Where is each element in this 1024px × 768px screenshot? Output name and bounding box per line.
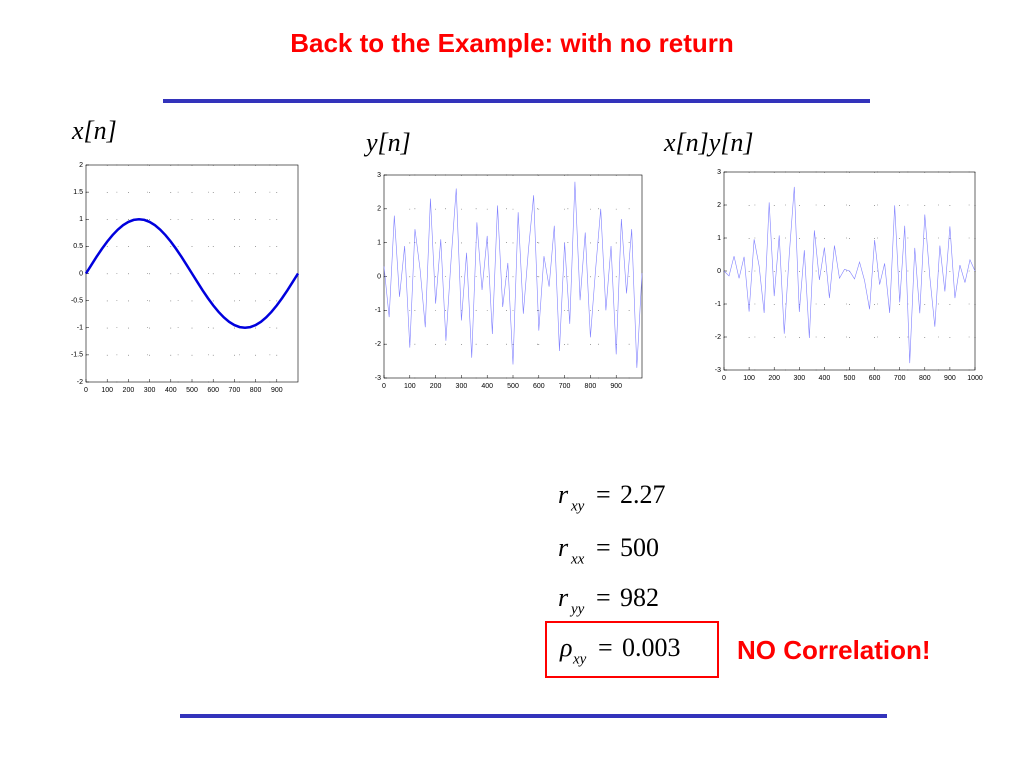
eq-relation: = [596, 480, 611, 509]
y-tick-label: 2 [377, 206, 381, 213]
y-tick-label: -0.5 [71, 297, 83, 304]
y-tick-label: 3 [717, 169, 721, 176]
data-line [84, 217, 300, 330]
x-tick-label: 500 [186, 387, 198, 394]
x-tick-label: 800 [250, 387, 262, 394]
chart-title: x[n] [71, 116, 117, 145]
y-tick-label: -2 [715, 334, 721, 341]
x-tick-label: 200 [123, 387, 135, 394]
y-tick-label: 2 [717, 202, 721, 209]
eq-relation: = [598, 633, 613, 662]
y-tick-label: -1 [715, 301, 721, 308]
x-tick-label: 800 [585, 383, 597, 390]
x-tick-label: 800 [919, 375, 931, 382]
y-tick-label: -2 [375, 341, 381, 348]
x-tick-label: 600 [207, 387, 219, 394]
y-tick-label: 0 [377, 273, 381, 280]
x-tick-label: 900 [944, 375, 956, 382]
x-tick-label: 900 [610, 383, 622, 390]
x-tick-label: 1000 [967, 375, 983, 382]
x-tick-label: 400 [481, 383, 493, 390]
y-tick-label: 0 [79, 270, 83, 277]
chart-title: y[n] [363, 128, 411, 157]
y-tick-label: -1 [375, 307, 381, 314]
x-tick-label: 200 [768, 375, 780, 382]
y-tick-label: 1.5 [73, 189, 83, 196]
x-tick-label: 100 [101, 387, 113, 394]
eq-symbol: r [558, 533, 569, 562]
x-tick-label: 100 [743, 375, 755, 382]
x-tick-label: 0 [84, 387, 88, 394]
eq-symbol: ρ [559, 633, 572, 662]
y-tick-label: -3 [715, 367, 721, 374]
annotation: NO Correlation! [737, 635, 931, 665]
eq-value: 0.003 [622, 633, 681, 662]
x-tick-label: 700 [894, 375, 906, 382]
y-tick-label: -2 [77, 379, 83, 386]
y-tick-label: 2 [79, 162, 83, 169]
eq-subscript: yy [569, 601, 585, 617]
eq-subscript: xy [570, 498, 585, 514]
eq-subscript: xx [570, 551, 585, 567]
x-tick-label: 600 [533, 383, 545, 390]
x-tick-label: 0 [722, 375, 726, 382]
eq-symbol: r [558, 480, 569, 509]
data-line [383, 181, 643, 368]
chart-title: x[n]y[n] [663, 128, 754, 157]
y-tick-label: 0 [717, 268, 721, 275]
x-tick-label: 500 [844, 375, 856, 382]
y-tick-label: -3 [375, 375, 381, 382]
y-tick-label: 1 [717, 235, 721, 242]
highlight-box [545, 621, 719, 678]
y-tick-label: 1 [377, 240, 381, 247]
slide-title: Back to the Example: with no return [290, 28, 734, 58]
y-tick-label: -1 [77, 325, 83, 332]
x-tick-label: 500 [507, 383, 519, 390]
x-tick-label: 300 [144, 387, 156, 394]
y-tick-label: -1.5 [71, 352, 83, 359]
x-tick-label: 600 [869, 375, 881, 382]
eq-value: 982 [620, 583, 659, 612]
x-tick-label: 300 [456, 383, 468, 390]
x-tick-label: 300 [793, 375, 805, 382]
eq-relation: = [596, 583, 611, 612]
x-tick-label: 0 [382, 383, 386, 390]
x-tick-label: 700 [229, 387, 241, 394]
x-tick-label: 400 [819, 375, 831, 382]
x-tick-label: 900 [271, 387, 283, 394]
x-tick-label: 200 [430, 383, 442, 390]
y-tick-label: 1 [79, 216, 83, 223]
y-tick-label: 0.5 [73, 243, 83, 250]
y-tick-label: 3 [377, 172, 381, 179]
eq-value: 500 [620, 533, 659, 562]
eq-value: 2.27 [620, 480, 666, 509]
eq-subscript: xy [572, 651, 587, 667]
eq-symbol: r [558, 583, 569, 612]
x-tick-label: 400 [165, 387, 177, 394]
data-line [723, 186, 976, 364]
eq-relation: = [596, 533, 611, 562]
x-tick-label: 100 [404, 383, 416, 390]
x-tick-label: 700 [559, 383, 571, 390]
